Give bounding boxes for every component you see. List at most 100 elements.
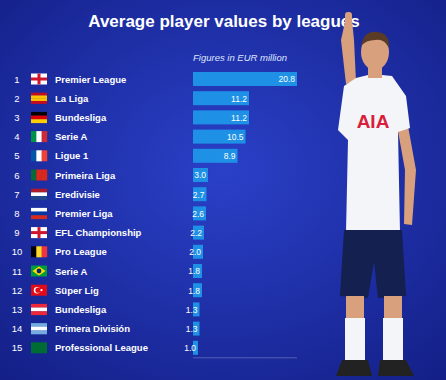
flag	[31, 227, 47, 238]
data-label: 10.5	[227, 132, 244, 142]
x-axis-range	[193, 357, 297, 358]
data-label: 1.8	[188, 286, 200, 296]
flag-stripe	[31, 112, 47, 116]
data-label: 8.9	[224, 151, 236, 161]
bar	[193, 72, 297, 86]
flag-globe	[37, 269, 42, 274]
rank: 15	[12, 342, 23, 353]
rank: 5	[14, 150, 19, 161]
rank: 13	[12, 304, 23, 315]
flag	[31, 150, 47, 161]
flag-field	[31, 227, 47, 238]
subtitle: Figures in EUR million	[193, 52, 287, 63]
flag	[31, 342, 47, 353]
data-label: 2.2	[190, 228, 202, 238]
flag-stripe	[31, 189, 47, 193]
category-label: Serie A	[55, 131, 88, 142]
flag-field	[31, 74, 47, 85]
data-label: 3.0	[194, 170, 206, 180]
flag	[31, 93, 47, 104]
bar	[193, 206, 206, 220]
flag-field	[31, 285, 47, 296]
rank: 1	[14, 74, 19, 85]
data-label: 2.0	[189, 247, 201, 257]
flag-stripe	[36, 150, 42, 161]
data-labels: 20.811.211.210.58.93.02.72.62.22.01.81.8…	[184, 74, 295, 353]
hair	[361, 32, 389, 48]
flag	[31, 189, 47, 200]
flag-diamond	[33, 267, 46, 276]
category-label: Bundesliga	[55, 304, 107, 315]
flag	[31, 208, 47, 219]
flag-crescent	[34, 287, 40, 293]
flag	[31, 131, 47, 142]
flag-stripe	[31, 170, 37, 181]
data-label: 1.3	[186, 324, 198, 334]
rank: 10	[12, 246, 23, 257]
data-label: 2.6	[192, 209, 204, 219]
flag-stripe	[31, 192, 47, 196]
flag-field	[31, 266, 47, 277]
rank: 14	[12, 323, 23, 334]
neck	[368, 66, 382, 78]
bar	[193, 187, 207, 201]
data-label: 1.0	[184, 343, 196, 353]
bars	[193, 72, 297, 355]
flag	[31, 246, 47, 257]
category-label: Professional League	[55, 342, 148, 353]
flag-stripe	[31, 246, 37, 257]
bar	[193, 110, 249, 124]
bar	[193, 168, 208, 182]
rank: 4	[14, 131, 19, 142]
category-label: Premier Liga	[55, 208, 113, 219]
data-label: 11.2	[231, 113, 247, 123]
flag-stripe	[31, 330, 47, 334]
flag-stripe	[31, 311, 47, 315]
chart-root: Average player values by leagues Figures …	[0, 0, 446, 380]
flag-stripe	[31, 116, 47, 120]
title: Average player values by leagues	[88, 12, 360, 31]
category-label: Ligue 1	[55, 150, 89, 161]
rank: 8	[14, 208, 19, 219]
shirt	[338, 74, 410, 232]
flag-stripe	[36, 131, 42, 142]
category-label: Serie A	[55, 266, 88, 277]
category-label: EFL Championship	[55, 227, 142, 238]
raised-arm	[341, 20, 356, 84]
category-label: Eredivisie	[55, 189, 100, 200]
flag-stripe	[31, 119, 47, 123]
rows: 1Premier League2La Liga3Bundesliga4Serie…	[12, 74, 148, 354]
bar	[193, 149, 238, 163]
rank: 6	[14, 170, 19, 181]
flag-cross	[31, 78, 47, 81]
flag-stripe	[31, 93, 47, 96]
flag-stripe	[31, 98, 47, 101]
flag-stripe	[31, 150, 37, 161]
data-label: 11.2	[231, 94, 247, 104]
flag	[31, 304, 47, 315]
category-label: Bundesliga	[55, 112, 107, 123]
data-label: 2.7	[193, 190, 205, 200]
flag-stripe	[31, 196, 47, 200]
player-figure: AIA	[336, 12, 416, 376]
background	[0, 0, 446, 380]
shirt-sponsor: AIA	[357, 111, 390, 132]
category-label: Premier League	[55, 74, 126, 85]
rank: 12	[12, 285, 23, 296]
sock	[383, 318, 403, 362]
data-label: 20.8	[278, 74, 295, 84]
data-label: 1.3	[186, 305, 198, 315]
bar	[193, 130, 246, 144]
flag-stripe	[36, 246, 42, 257]
flag-cross	[31, 231, 47, 234]
flag-stripe	[36, 170, 42, 181]
finger	[345, 12, 352, 26]
flag-stripe	[42, 131, 48, 142]
flag-stripe	[31, 212, 47, 216]
category-label: Primeira Liga	[55, 170, 116, 181]
rank: 7	[14, 189, 19, 200]
category-label: Primera División	[55, 323, 130, 334]
flag-stripe	[31, 304, 47, 308]
flag-stripe	[42, 170, 48, 181]
flag-star	[40, 289, 42, 291]
